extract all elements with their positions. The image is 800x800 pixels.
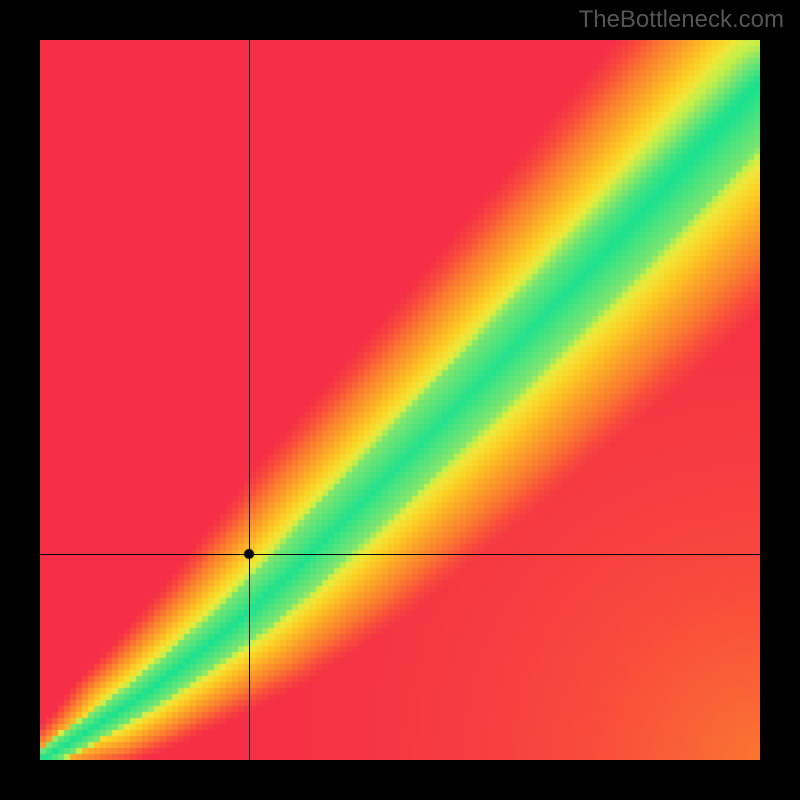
crosshair-marker bbox=[40, 40, 760, 760]
crosshair-horizontal bbox=[40, 554, 760, 555]
watermark-text: TheBottleneck.com bbox=[579, 6, 784, 34]
chart-container: TheBottleneck.com bbox=[0, 0, 800, 800]
plot-frame bbox=[40, 40, 760, 760]
crosshair-vertical bbox=[249, 40, 250, 760]
